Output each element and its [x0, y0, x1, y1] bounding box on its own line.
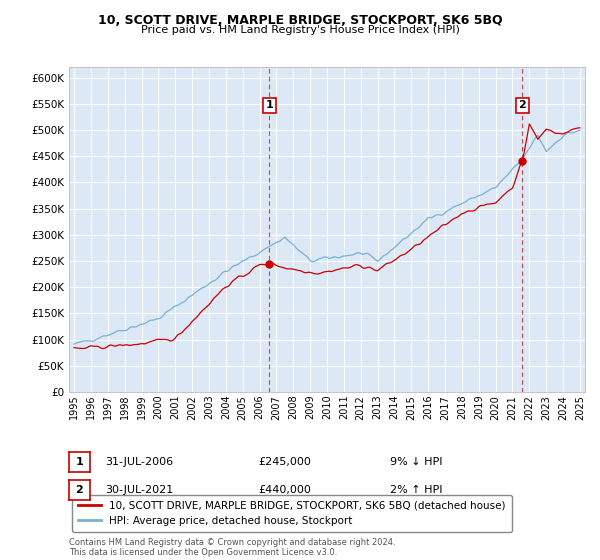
- Text: 1: 1: [265, 100, 273, 110]
- Text: £440,000: £440,000: [258, 485, 311, 495]
- Text: 1: 1: [76, 457, 83, 467]
- Text: 10, SCOTT DRIVE, MARPLE BRIDGE, STOCKPORT, SK6 5BQ: 10, SCOTT DRIVE, MARPLE BRIDGE, STOCKPOR…: [98, 14, 502, 27]
- Text: 2% ↑ HPI: 2% ↑ HPI: [390, 485, 443, 495]
- Legend: 10, SCOTT DRIVE, MARPLE BRIDGE, STOCKPORT, SK6 5BQ (detached house), HPI: Averag: 10, SCOTT DRIVE, MARPLE BRIDGE, STOCKPOR…: [71, 494, 512, 533]
- Text: 2: 2: [76, 485, 83, 495]
- Text: £245,000: £245,000: [258, 457, 311, 467]
- Text: 2: 2: [518, 100, 526, 110]
- Text: Contains HM Land Registry data © Crown copyright and database right 2024.
This d: Contains HM Land Registry data © Crown c…: [69, 538, 395, 557]
- Text: 30-JUL-2021: 30-JUL-2021: [105, 485, 173, 495]
- Text: 31-JUL-2006: 31-JUL-2006: [105, 457, 173, 467]
- Text: 9% ↓ HPI: 9% ↓ HPI: [390, 457, 443, 467]
- Text: Price paid vs. HM Land Registry's House Price Index (HPI): Price paid vs. HM Land Registry's House …: [140, 25, 460, 35]
